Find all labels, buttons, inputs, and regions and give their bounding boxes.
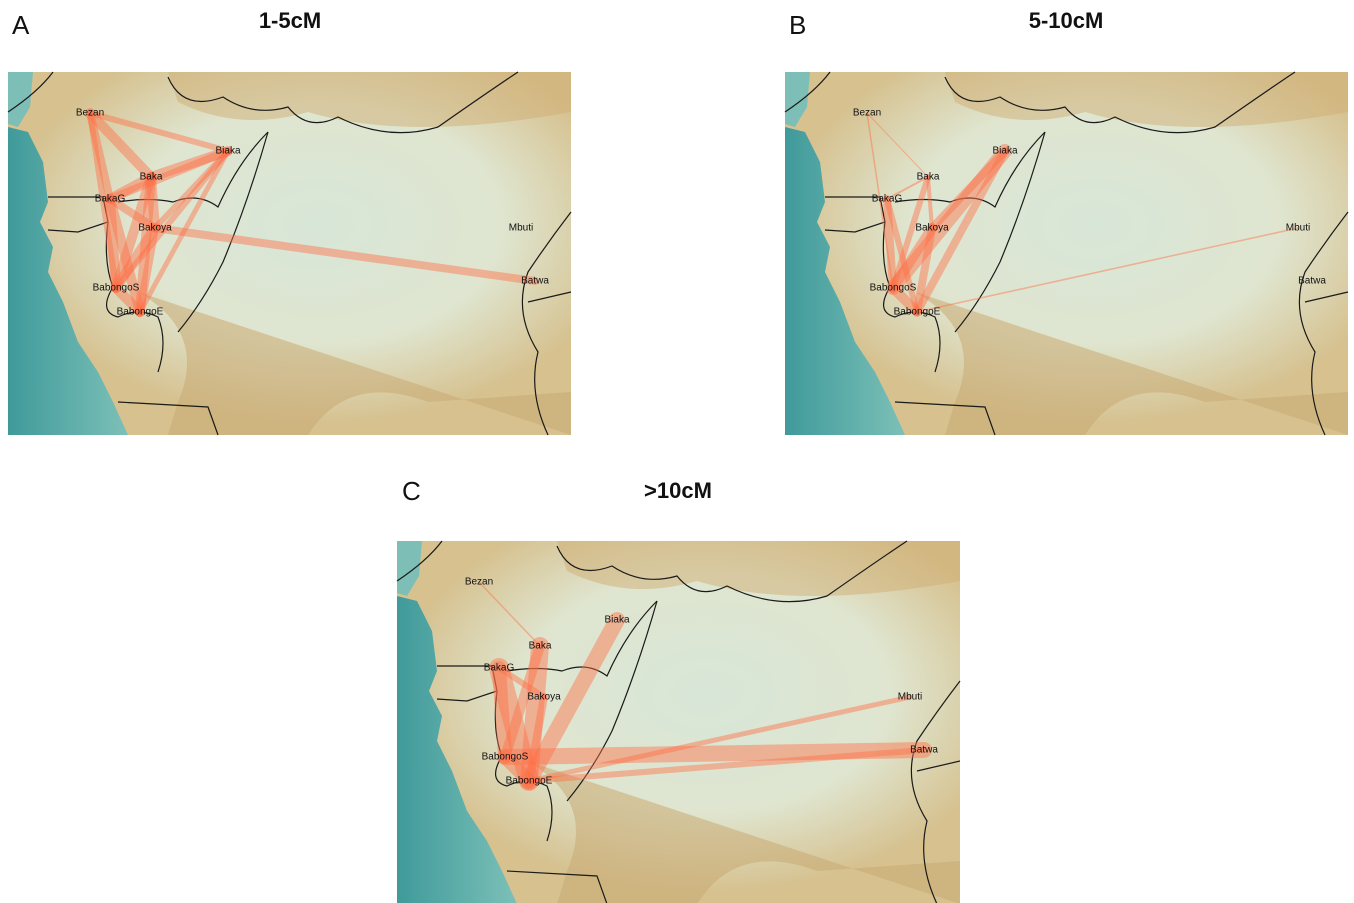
population-label: Bakoya <box>527 692 561 703</box>
population-label: Bezan <box>465 577 493 588</box>
figure: Bezan Biaka Baka BakaG Bakoya Mbuti Batwa Babon… <box>0 0 1354 903</box>
population-label: Mbuti <box>898 692 922 703</box>
panel-letter: C <box>402 476 421 506</box>
population-label: Bezan <box>76 108 104 119</box>
population-label: Biaka <box>992 146 1017 157</box>
population-label: BabongoE <box>894 307 941 318</box>
population-label: Mbuti <box>1286 223 1310 234</box>
population-label: Biaka <box>604 615 629 626</box>
population-label: BabongoE <box>117 307 164 318</box>
population-label: Baka <box>529 641 552 652</box>
map-panel: Bezan Biaka Baka BakaG Bakoya Mbuti Batwa Babon… <box>8 72 571 435</box>
panel-letter: A <box>12 10 30 40</box>
population-label: Baka <box>140 172 163 183</box>
panel-letter: B <box>789 10 806 40</box>
panel-title: 1-5cM <box>259 8 321 33</box>
map-panel: Bezan Biaka Baka BakaG Bakoya Mbuti Batwa Babon… <box>397 541 960 903</box>
population-label: BabongoE <box>506 776 553 787</box>
population-label: Mbuti <box>509 223 533 234</box>
panel-title: 5-10cM <box>1029 8 1104 33</box>
population-label: Bakoya <box>915 223 949 234</box>
population-label: Biaka <box>215 146 240 157</box>
map-panel: Bezan Biaka Baka BakaG Bakoya Mbuti Batwa Babon… <box>785 72 1348 435</box>
population-label: Batwa <box>1298 276 1326 287</box>
population-label: BabongoS <box>482 752 529 763</box>
page: {"panels": [ {"letter": "A", "title": "1… <box>0 0 1354 903</box>
panel-title: >10cM <box>644 478 712 503</box>
population-label: Batwa <box>910 745 938 756</box>
population-label: BabongoS <box>93 283 140 294</box>
population-label: Bakoya <box>138 223 172 234</box>
population-label: BabongoS <box>870 283 917 294</box>
population-label: BakaG <box>872 194 903 205</box>
population-label: BakaG <box>95 194 126 205</box>
population-label: Batwa <box>521 276 549 287</box>
population-label: Bezan <box>853 108 881 119</box>
population-label: BakaG <box>484 663 515 674</box>
population-label: Baka <box>917 172 940 183</box>
